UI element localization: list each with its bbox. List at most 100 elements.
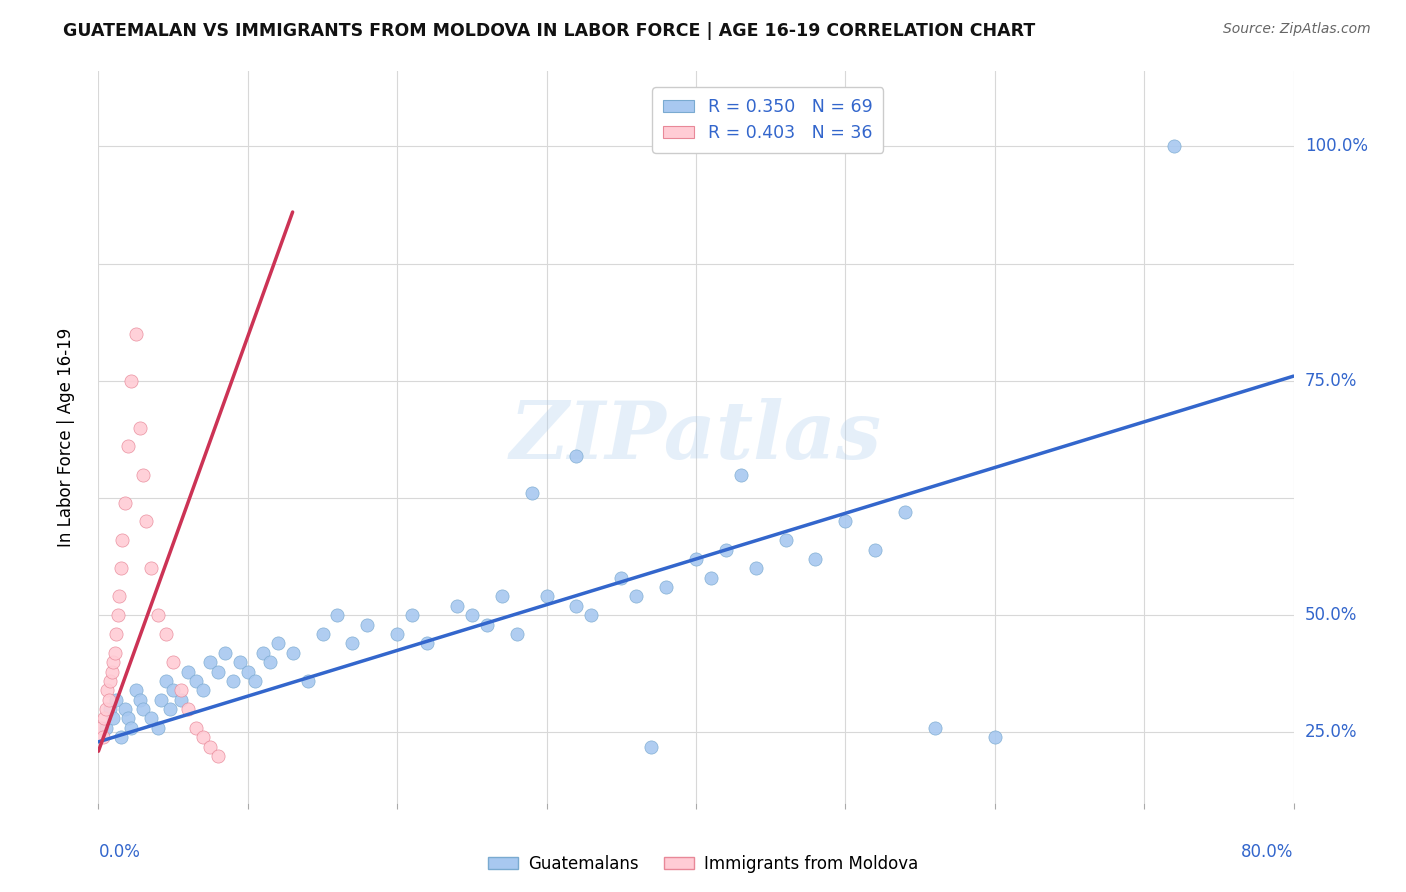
Point <box>342 636 364 650</box>
Text: Source: ZipAtlas.com: Source: ZipAtlas.com <box>1223 22 1371 37</box>
Point <box>129 692 152 706</box>
Point <box>105 627 128 641</box>
Point <box>207 748 229 763</box>
Point <box>834 515 856 529</box>
Point <box>700 571 723 585</box>
Point <box>114 496 136 510</box>
Point <box>162 655 184 669</box>
Point <box>132 467 155 482</box>
Point <box>267 636 290 650</box>
Point <box>155 627 177 641</box>
Point <box>148 721 170 735</box>
Point <box>385 627 409 641</box>
Point <box>565 449 588 463</box>
Point <box>103 655 125 669</box>
Point <box>804 552 827 566</box>
Point <box>91 730 114 744</box>
Point <box>222 871 245 885</box>
Point <box>93 711 115 725</box>
Text: 75.0%: 75.0% <box>1305 372 1357 390</box>
Point <box>236 665 259 679</box>
Point <box>655 580 678 594</box>
Point <box>207 665 229 679</box>
Point <box>184 673 207 688</box>
Point <box>135 515 157 529</box>
Point <box>222 673 245 688</box>
Point <box>104 646 127 660</box>
Point <box>94 721 117 735</box>
Point <box>120 374 142 388</box>
Point <box>105 692 128 706</box>
Text: ZIPatlas: ZIPatlas <box>510 399 882 475</box>
Text: 100.0%: 100.0% <box>1305 137 1368 155</box>
Point <box>610 571 633 585</box>
Point <box>139 711 162 725</box>
Point <box>200 655 222 669</box>
Point <box>640 739 662 754</box>
Point <box>107 608 129 623</box>
Point <box>730 467 752 482</box>
Point <box>446 599 468 613</box>
Point <box>125 326 148 341</box>
Point <box>169 692 191 706</box>
Text: GUATEMALAN VS IMMIGRANTS FROM MOLDOVA IN LABOR FORCE | AGE 16-19 CORRELATION CHA: GUATEMALAN VS IMMIGRANTS FROM MOLDOVA IN… <box>63 22 1036 40</box>
Point <box>520 486 543 500</box>
Point <box>581 608 603 623</box>
Point <box>90 721 112 735</box>
Point <box>259 655 281 669</box>
Point <box>169 683 191 698</box>
Legend: R = 0.350   N = 69, R = 0.403   N = 36: R = 0.350 N = 69, R = 0.403 N = 36 <box>652 87 883 153</box>
Point <box>110 730 132 744</box>
Point <box>177 665 200 679</box>
Point <box>150 692 173 706</box>
Point <box>200 739 222 754</box>
Text: 50.0%: 50.0% <box>1305 607 1357 624</box>
Point <box>214 852 236 866</box>
Text: 0.0%: 0.0% <box>98 843 141 861</box>
Legend: Guatemalans, Immigrants from Moldova: Guatemalans, Immigrants from Moldova <box>481 848 925 880</box>
Point <box>685 552 707 566</box>
Point <box>461 608 484 623</box>
Point <box>125 683 148 698</box>
Point <box>96 683 118 698</box>
Point <box>506 627 529 641</box>
Point <box>984 730 1007 744</box>
Point <box>745 561 768 575</box>
Point <box>865 542 887 557</box>
Point <box>1163 139 1185 153</box>
Point <box>120 721 142 735</box>
Point <box>97 692 120 706</box>
Point <box>356 617 378 632</box>
Point <box>101 665 124 679</box>
Point <box>108 590 131 604</box>
Point <box>162 683 184 698</box>
Point <box>103 711 125 725</box>
Point <box>536 590 558 604</box>
Point <box>98 702 122 716</box>
Point <box>297 673 319 688</box>
Point <box>565 599 588 613</box>
Point <box>129 420 152 434</box>
Point <box>475 617 498 632</box>
Point <box>98 673 122 688</box>
Text: 80.0%: 80.0% <box>1241 843 1294 861</box>
Point <box>326 608 349 623</box>
Point <box>148 608 170 623</box>
Point <box>775 533 797 548</box>
Point <box>311 627 333 641</box>
Point <box>155 673 177 688</box>
Point <box>491 590 513 604</box>
Point <box>281 646 304 660</box>
Point <box>191 683 214 698</box>
Point <box>177 702 200 716</box>
Text: 25.0%: 25.0% <box>1305 723 1357 741</box>
Point <box>714 542 737 557</box>
Point <box>894 505 917 519</box>
Point <box>214 646 236 660</box>
Point <box>94 702 117 716</box>
Point <box>159 702 181 716</box>
Point <box>139 561 162 575</box>
Point <box>110 561 132 575</box>
Point <box>111 533 134 548</box>
Point <box>114 702 136 716</box>
